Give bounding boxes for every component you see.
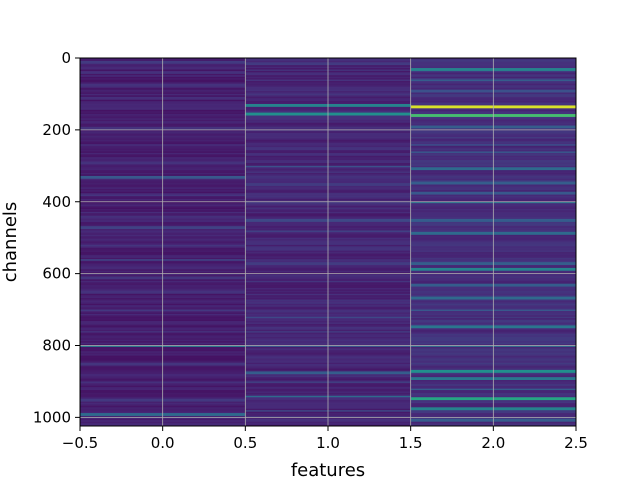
x-tick-label: 2.0: [481, 434, 505, 452]
x-axis-ticks: −0.5 0.0 0.5 1.0 1.5 2.0 2.5: [62, 426, 588, 452]
x-tick-label: −0.5: [62, 434, 98, 452]
y-tick-label: 1000: [33, 408, 71, 426]
x-tick-label: 1.0: [316, 434, 340, 452]
x-axis-label: features: [291, 460, 365, 480]
x-tick-label: 1.5: [399, 434, 423, 452]
y-tick-label: 600: [42, 265, 71, 283]
x-tick-label: 0.5: [233, 434, 257, 452]
y-tick-label: 400: [42, 193, 71, 211]
x-tick-label: 2.5: [564, 434, 588, 452]
x-tick-label: 0.0: [151, 434, 175, 452]
y-tick-label: 0: [61, 49, 71, 67]
y-tick-label: 200: [42, 121, 71, 139]
y-axis-ticks: 0 200 400 600 800 1000: [33, 49, 80, 426]
y-axis-label: channels: [0, 202, 21, 283]
y-tick-label: 800: [42, 337, 71, 355]
